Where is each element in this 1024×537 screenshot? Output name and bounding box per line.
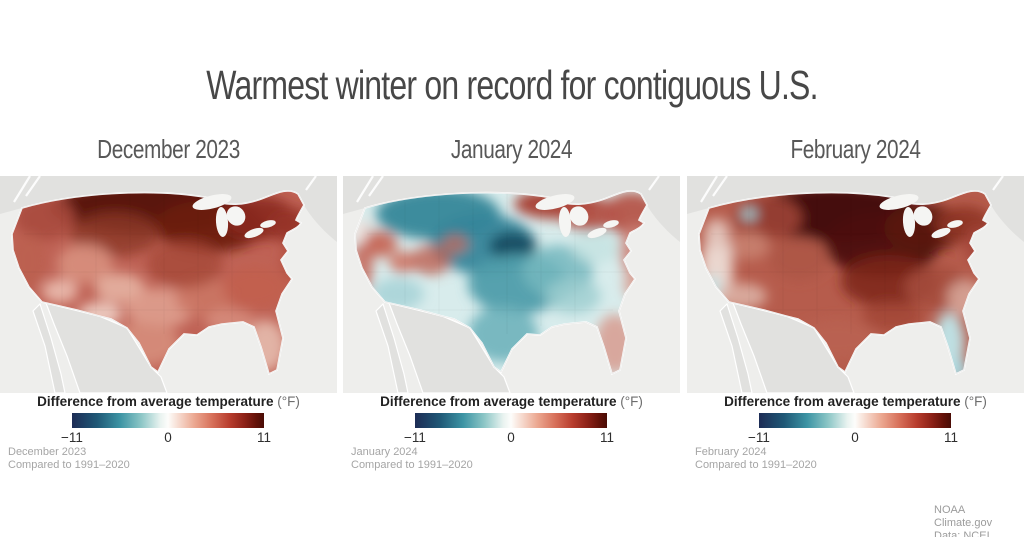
legend-title-text: Difference from average temperature [37, 394, 274, 409]
tick-min: −11 [404, 430, 426, 445]
tick-min: −11 [61, 430, 83, 445]
map-december-2023 [0, 176, 337, 393]
legend-title-text: Difference from average temperature [380, 394, 617, 409]
colorbar-ticks: −11 0 11 [61, 430, 271, 446]
caption-baseline: Compared to 1991–2020 [695, 459, 817, 471]
colorbar [72, 413, 264, 428]
tick-max: 11 [599, 430, 615, 445]
us-anomaly-map [687, 176, 1024, 393]
tick-max: 11 [256, 430, 272, 445]
caption: December 2023 Compared to 1991–2020 [8, 446, 130, 472]
attribution-source: NOAA Climate.gov [934, 504, 993, 529]
caption-baseline: Compared to 1991–2020 [351, 459, 473, 471]
legend-units: (°F) [277, 394, 300, 409]
attribution-data: Data: NCEI [934, 530, 990, 537]
colorbar-ticks: −11 0 11 [748, 430, 958, 446]
caption: February 2024 Compared to 1991–2020 [695, 446, 817, 472]
legend-title-text: Difference from average temperature [724, 394, 961, 409]
colorbar [759, 413, 951, 428]
us-anomaly-map [0, 176, 337, 393]
colorbar-ticks: −11 0 11 [404, 430, 614, 446]
main-title: Warmest winter on record for contiguous … [206, 62, 818, 108]
tick-zero: 0 [164, 430, 172, 445]
caption-period: January 2024 [351, 446, 418, 458]
tick-zero: 0 [507, 430, 515, 445]
us-anomaly-map [343, 176, 680, 393]
tick-max: 11 [943, 430, 959, 445]
caption-baseline: Compared to 1991–2020 [8, 459, 130, 471]
panel-heading: January 2024 [450, 134, 573, 164]
tick-zero: 0 [851, 430, 859, 445]
panel-heading: February 2024 [790, 134, 921, 164]
panel-january-2024: January 2024 Difference from average tem… [343, 130, 680, 530]
attribution: NOAA Climate.gov Data: NCEI [934, 504, 1024, 537]
legend-units: (°F) [964, 394, 987, 409]
panel-december-2023: December 2023 Difference from average te… [0, 130, 337, 530]
panel-february-2024: February 2024 Difference from average te… [687, 130, 1024, 530]
panel-heading: December 2023 [97, 134, 240, 164]
map-january-2024 [343, 176, 680, 393]
legend-title: Difference from average temperature (°F) [687, 394, 1024, 409]
caption-period: February 2024 [695, 446, 767, 458]
caption: January 2024 Compared to 1991–2020 [351, 446, 473, 472]
colorbar [415, 413, 607, 428]
tick-min: −11 [748, 430, 770, 445]
legend-title: Difference from average temperature (°F) [0, 394, 337, 409]
legend-title: Difference from average temperature (°F) [343, 394, 680, 409]
caption-period: December 2023 [8, 446, 87, 458]
map-february-2024 [687, 176, 1024, 393]
legend-units: (°F) [620, 394, 643, 409]
